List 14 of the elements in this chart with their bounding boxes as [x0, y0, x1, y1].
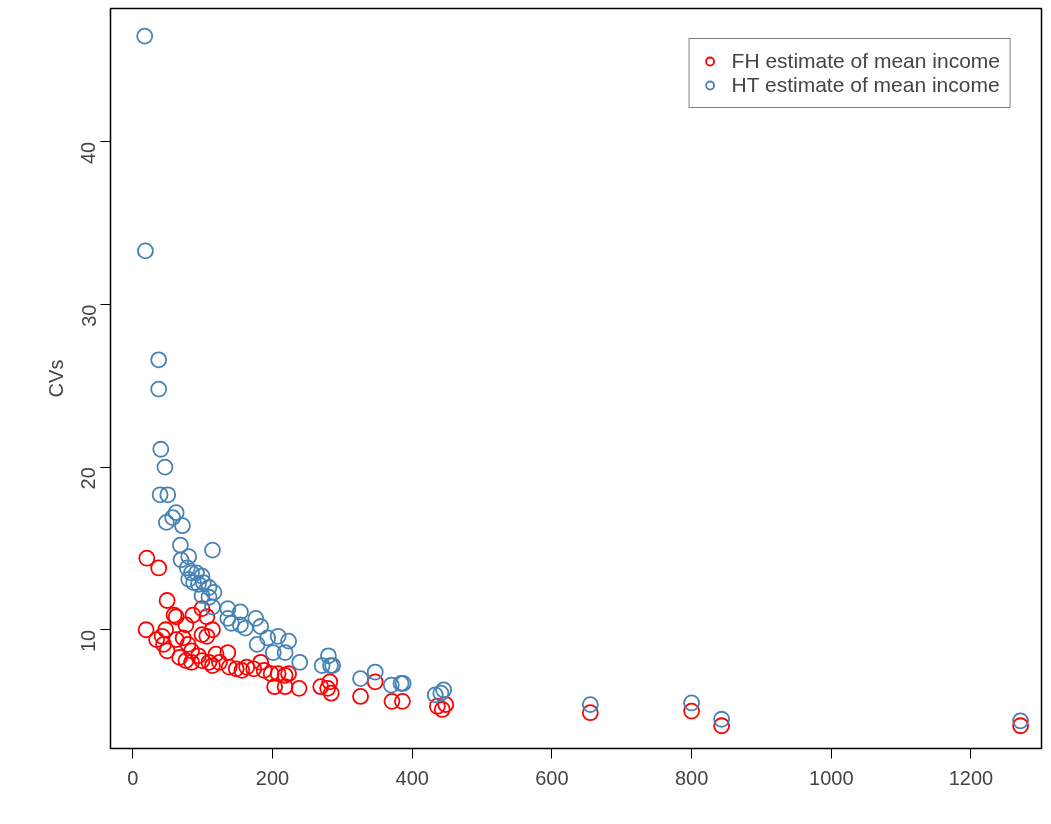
x-tick-label: 1200: [948, 766, 994, 789]
y-tick-label: 30: [77, 304, 100, 327]
x-tick-label: 600: [535, 766, 569, 789]
y-axis-title: CVs: [44, 359, 67, 398]
y-tick-label: 40: [77, 141, 100, 165]
x-tick-label: 800: [674, 766, 709, 789]
x-tick-label: 400: [395, 766, 429, 789]
legend-label: FH estimate of mean income: [731, 49, 1000, 73]
x-tick-label: 1000: [809, 766, 854, 789]
y-tick-label: 10: [77, 629, 100, 653]
legend-label: HT estimate of mean income: [731, 73, 1000, 97]
x-tick-label: 200: [255, 766, 290, 789]
x-tick-label: 0: [127, 766, 139, 789]
y-tick-label: 20: [77, 467, 100, 490]
